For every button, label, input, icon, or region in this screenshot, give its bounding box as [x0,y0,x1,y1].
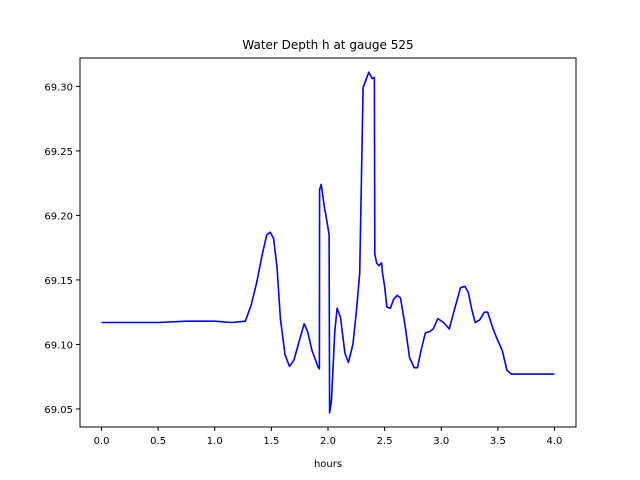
y-axis: 69.05 69.10 69.15 69.20 69.25 69.30 [44,82,80,416]
y-tick-label: 69.25 [44,147,73,158]
x-tick-label: 4.0 [547,436,563,447]
y-tick-label: 69.15 [44,276,73,287]
x-tick-label: 2.0 [320,436,336,447]
x-tick-label: 0.5 [150,436,166,447]
x-tick-label: 2.5 [377,436,393,447]
y-tick-label: 69.05 [44,405,73,416]
y-tick-label: 69.30 [44,82,73,93]
y-tick-label: 69.10 [44,340,73,351]
y-tick-label: 69.20 [44,211,73,222]
x-tick-label: 3.5 [490,436,506,447]
x-axis: 0.0 0.5 1.0 1.5 2.0 2.5 3.0 3.5 4.0 [94,427,563,447]
x-tick-label: 1.0 [207,436,223,447]
water-depth-series-line [101,71,555,414]
x-tick-label: 1.5 [263,436,279,447]
x-tick-label: 0.0 [94,436,110,447]
x-tick-label: 3.0 [433,436,449,447]
x-axis-label: hours [314,459,342,470]
chart-title: Water Depth h at gauge 525 [242,38,413,52]
